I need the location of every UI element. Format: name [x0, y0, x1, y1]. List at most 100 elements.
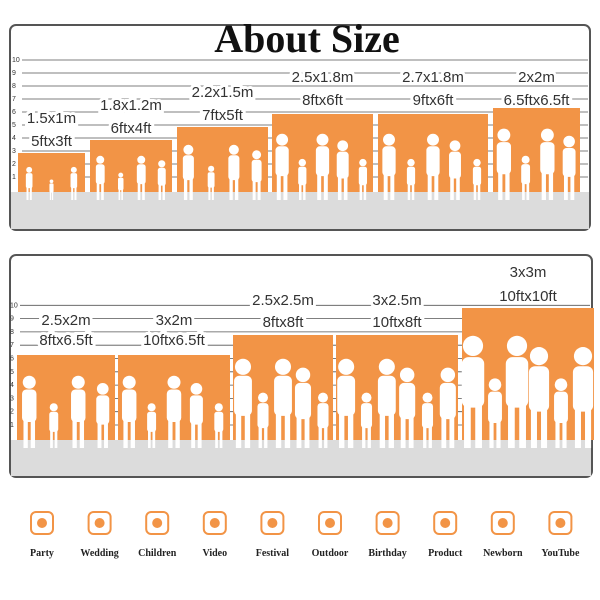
- silhouette: [477, 184, 481, 200]
- silhouette: [147, 403, 156, 412]
- size-metric: 2.2x1.5m: [192, 84, 254, 101]
- silhouette: [563, 135, 575, 148]
- silhouette: [130, 420, 135, 448]
- use-icon: [30, 511, 54, 535]
- size-metric: 3x3m: [510, 264, 547, 281]
- use-icon: [94, 518, 105, 528]
- silhouette: [72, 420, 77, 448]
- silhouette: [573, 347, 593, 366]
- silhouette: [521, 155, 530, 164]
- silhouette: [462, 335, 484, 356]
- ruler-label: 5: [10, 369, 14, 376]
- silhouette: [529, 347, 549, 366]
- silhouette: [548, 172, 554, 200]
- use-label: Newborn: [483, 548, 523, 559]
- silhouette: [426, 146, 440, 177]
- silhouette: [343, 177, 348, 200]
- silhouette: [323, 174, 328, 200]
- silhouette: [215, 430, 218, 448]
- silhouette: [121, 189, 123, 200]
- silhouette: [530, 409, 537, 448]
- silhouette: [540, 128, 554, 142]
- use-icon: [318, 511, 342, 535]
- use-label: Video: [202, 548, 227, 559]
- silhouette: [318, 426, 322, 448]
- silhouette: [472, 166, 482, 186]
- ruler-label: 4: [12, 135, 16, 142]
- silhouette: [475, 405, 482, 448]
- silhouette: [274, 375, 292, 416]
- silhouette: [235, 414, 242, 448]
- silhouette: [121, 389, 137, 422]
- silhouette: [257, 403, 269, 429]
- silhouette: [50, 430, 53, 448]
- silhouette: [505, 172, 510, 200]
- silhouette: [79, 420, 85, 448]
- use-icon: [267, 518, 278, 528]
- silhouette: [383, 174, 388, 200]
- silhouette: [22, 375, 36, 389]
- silhouette: [51, 192, 54, 200]
- silhouette: [136, 164, 146, 185]
- silhouette: [406, 166, 416, 186]
- silhouette: [541, 409, 548, 448]
- silhouette: [317, 403, 329, 429]
- silhouette: [234, 179, 239, 200]
- silhouette: [399, 367, 415, 383]
- silhouette: [450, 177, 454, 200]
- use-icon: [382, 518, 393, 528]
- silhouette: [189, 179, 193, 200]
- size-metric: 2.5x2.5m: [252, 292, 314, 309]
- silhouette: [296, 417, 302, 448]
- use-icon: [260, 511, 285, 535]
- silhouette: [339, 414, 345, 448]
- silhouette: [74, 187, 77, 200]
- silhouette: [244, 414, 251, 448]
- use-icon: [209, 518, 220, 528]
- silhouette: [473, 184, 477, 200]
- size-imperial: 7ftx5ft: [202, 107, 244, 124]
- silhouette: [526, 183, 530, 200]
- silhouette: [252, 181, 256, 200]
- use-icon: [37, 518, 47, 528]
- silhouette: [562, 421, 567, 448]
- silhouette: [449, 417, 455, 448]
- silhouette: [228, 144, 239, 155]
- silhouette: [461, 357, 485, 408]
- use-label: Outdoor: [312, 548, 349, 559]
- silhouette: [347, 414, 354, 448]
- ruler-label: 9: [12, 70, 16, 77]
- size-imperial: 10ftx6.5ft: [143, 332, 206, 349]
- silhouette: [324, 426, 328, 448]
- silhouette: [97, 423, 102, 448]
- silhouette: [191, 423, 196, 448]
- silhouette: [228, 155, 240, 181]
- silhouette: [95, 164, 105, 185]
- silhouette: [234, 375, 252, 416]
- silhouette: [498, 172, 503, 200]
- silhouette: [554, 391, 568, 423]
- silhouette: [570, 175, 575, 200]
- silhouette: [572, 366, 594, 412]
- silhouette: [298, 158, 306, 167]
- silhouette: [147, 411, 157, 432]
- ruler-label: 4: [10, 382, 14, 389]
- size-imperial: 10ftx8ft: [372, 314, 422, 331]
- silhouette: [562, 147, 576, 177]
- silhouette: [118, 177, 124, 191]
- size-imperial: 8ftx6ft: [302, 92, 344, 109]
- silhouette: [219, 430, 223, 448]
- silhouette: [298, 166, 307, 186]
- ruler-label: 2: [12, 161, 16, 168]
- silhouette: [318, 392, 328, 403]
- use-label: Festival: [256, 548, 290, 559]
- silhouette: [456, 177, 460, 200]
- use-icon: [548, 511, 573, 535]
- silhouette: [29, 187, 32, 200]
- silhouette: [294, 382, 312, 420]
- use-label: Wedding: [80, 548, 118, 559]
- silhouette: [434, 174, 439, 200]
- silhouette: [388, 414, 394, 448]
- silhouette: [251, 159, 262, 183]
- silhouette: [70, 173, 78, 189]
